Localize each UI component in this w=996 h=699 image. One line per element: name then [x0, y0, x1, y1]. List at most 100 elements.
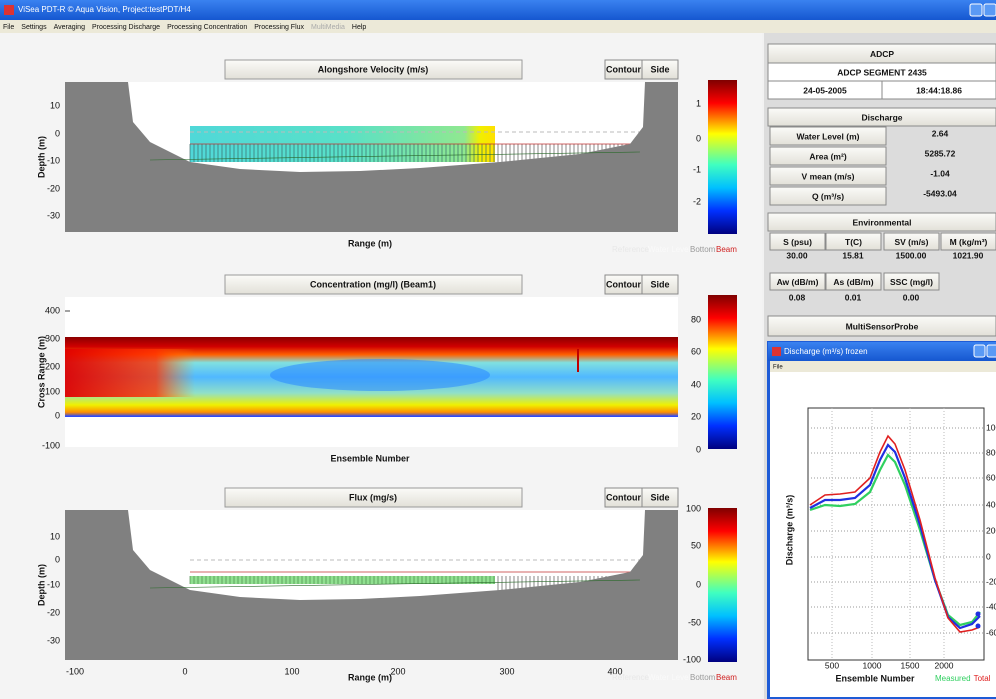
- y-axis-label: Depth (m): [36, 564, 46, 606]
- discharge-label: V mean (m/s): [802, 171, 855, 181]
- view-button-label[interactable]: Contour: [606, 492, 641, 502]
- app-icon: [4, 5, 14, 15]
- y-tick-label: 0: [55, 128, 60, 138]
- bottom-line: [149, 151, 641, 161]
- environmental-label-cell[interactable]: [883, 272, 940, 291]
- environmental-label-cell[interactable]: [825, 232, 882, 251]
- x-tick-label: 1500: [901, 660, 920, 670]
- colorbar-tick-label: -1: [693, 164, 701, 174]
- y-tick-label: 10: [50, 531, 60, 541]
- menu: File Settings Averaging Processing Discharg…: [3, 24, 366, 31]
- colorbar: [708, 508, 737, 662]
- x-tick-label: 200: [390, 666, 405, 676]
- environmental-label-cell[interactable]: [769, 232, 826, 251]
- discharge-label-cell[interactable]: [769, 146, 887, 166]
- discharge-value: -1.04: [930, 168, 950, 178]
- menu-item[interactable]: Help: [352, 24, 367, 31]
- endpoint: [975, 611, 981, 617]
- y-tick-label: -100: [42, 440, 60, 450]
- environmental-label: SV (m/s): [894, 237, 928, 247]
- environmental-value: 15.81: [842, 250, 864, 260]
- menu-item[interactable]: File: [773, 365, 783, 371]
- menu-item[interactable]: Settings: [21, 24, 47, 31]
- y-tick-label: 400: [45, 305, 60, 315]
- legend-item: Total: [974, 674, 991, 683]
- environmental-label-cell[interactable]: [883, 232, 940, 251]
- menu-item[interactable]: MultiMedia: [311, 24, 345, 31]
- y-tick-label: 10000: [986, 422, 996, 432]
- environmental-value: 30.00: [786, 250, 808, 260]
- environmental-label: Aw (dB/m): [777, 277, 819, 287]
- flux-band: [190, 576, 495, 584]
- y-axis-label: Discharge (m³/s): [784, 495, 794, 566]
- y-tick-label: -10: [47, 155, 60, 165]
- maximize-button[interactable]: [983, 3, 996, 17]
- plot-title: Concentration (mg/l) (Beam1): [310, 279, 436, 289]
- environmental-label: M (kg/m³): [950, 237, 988, 247]
- minimize-button[interactable]: [973, 344, 986, 358]
- window-title: Discharge (m³/s) frozen: [784, 347, 868, 356]
- environmental-value: 0.08: [789, 292, 806, 302]
- view-button-label[interactable]: Contour: [606, 64, 641, 74]
- window-icon: [772, 347, 781, 356]
- view-button[interactable]: [641, 59, 679, 80]
- x-tick-label: 500: [825, 660, 839, 670]
- y-tick-label: 8000: [986, 447, 996, 457]
- x-axis-label: Ensemble Number: [835, 673, 915, 683]
- environmental-label-cell[interactable]: [769, 272, 826, 291]
- menu-item[interactable]: Processing Concentration: [167, 24, 247, 31]
- menu-item[interactable]: File: [3, 24, 14, 31]
- discharge-value: -5493.04: [923, 188, 957, 198]
- colorbar-tick-label: 80: [691, 314, 701, 324]
- window-menu-bar: [770, 361, 996, 372]
- discharge-label-cell[interactable]: [769, 186, 887, 206]
- colorbar: [708, 80, 737, 234]
- multisensor-button-cell[interactable]: [767, 315, 996, 337]
- environmental-value: 0.00: [903, 292, 920, 302]
- view-button[interactable]: [641, 274, 679, 295]
- discharge-label: Q (m³/s): [812, 191, 844, 201]
- view-button[interactable]: [641, 487, 679, 508]
- colorbar-tick-label: 40: [691, 379, 701, 389]
- y-axis-label: Cross Range (m): [36, 336, 46, 408]
- x-tick-label: 0: [182, 666, 187, 676]
- colorbar-tick-label: 60: [691, 346, 701, 356]
- discharge-label-cell[interactable]: [769, 126, 887, 146]
- discharge-value: 2.64: [932, 128, 949, 138]
- legend-item: Bottom: [690, 245, 716, 254]
- legend-item: Beam: [716, 245, 737, 254]
- discharge-label: Water Level (m): [797, 131, 860, 141]
- maximize-button[interactable]: [986, 344, 996, 358]
- view-button-label[interactable]: Contour: [606, 279, 641, 289]
- y-tick-label: 100: [45, 386, 60, 396]
- environmental-label: As (dB/m): [833, 277, 873, 287]
- discharge-label-cell[interactable]: [769, 166, 887, 186]
- environmental-label: T(C): [845, 237, 862, 247]
- plot-panel: Concentration (mg/l) (Beam1) Contour Side C…: [36, 274, 737, 463]
- chart-frame: [807, 407, 985, 661]
- y-tick-label: -20: [47, 183, 60, 193]
- view-button-label[interactable]: Side: [650, 279, 669, 289]
- time-cell: [881, 80, 996, 100]
- menu-item[interactable]: Processing Discharge: [92, 24, 160, 31]
- environmental-label-cell[interactable]: [825, 272, 882, 291]
- view-button-label[interactable]: Side: [650, 64, 669, 74]
- menu-item[interactable]: Processing Flux: [254, 24, 304, 31]
- colorbar-tick-label: 50: [691, 540, 701, 550]
- discharge-header: Discharge: [861, 112, 902, 122]
- environmental-label: SSC (mg/l): [890, 277, 933, 287]
- view-button-label[interactable]: Side: [650, 492, 669, 502]
- discharge-curve: [809, 434, 981, 633]
- minimize-button[interactable]: [969, 3, 983, 17]
- y-tick-label: -20: [47, 607, 60, 617]
- y-tick-label: -2000: [986, 576, 996, 586]
- plots: Alongshore Velocity (m/s) Contour Side Dept…: [36, 59, 737, 682]
- legend-item: Water Level: [648, 245, 691, 254]
- environmental-label-cell[interactable]: [940, 232, 996, 251]
- legend-item: Water Level: [648, 673, 691, 682]
- colorbar-tick-label: -100: [683, 654, 701, 664]
- menu-item[interactable]: Averaging: [54, 24, 86, 31]
- plot-title-box: [224, 274, 523, 295]
- x-tick-label: 2000: [935, 660, 954, 670]
- y-tick-label: 10: [50, 100, 60, 110]
